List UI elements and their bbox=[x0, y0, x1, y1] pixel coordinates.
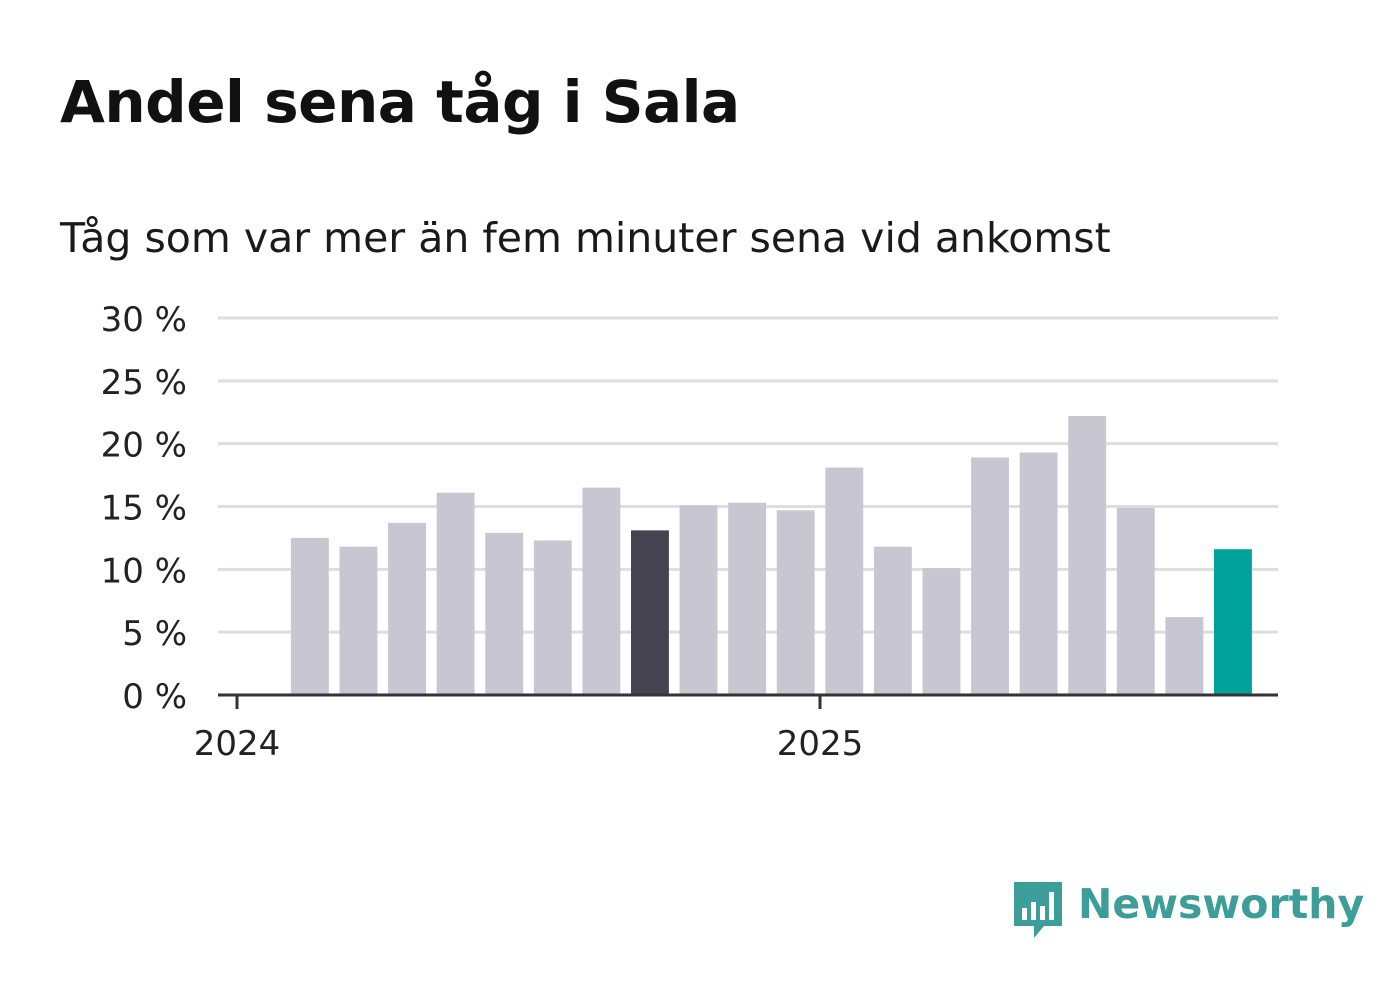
x-axis-labels: 2024 2025 bbox=[194, 724, 864, 764]
bar bbox=[728, 502, 767, 695]
bar bbox=[873, 546, 912, 695]
y-tick-label: 0 % bbox=[122, 677, 187, 717]
bar bbox=[1068, 416, 1107, 695]
bars bbox=[290, 416, 1252, 695]
y-tick-label: 5 % bbox=[122, 614, 187, 654]
bar bbox=[679, 505, 718, 695]
bar bbox=[922, 568, 961, 695]
y-tick-label: 15 % bbox=[101, 489, 187, 529]
bar bbox=[1019, 452, 1058, 695]
x-tick-label: 2024 bbox=[194, 724, 281, 764]
y-tick-label: 25 % bbox=[101, 363, 187, 403]
bar bbox=[339, 546, 378, 695]
x-tick-label: 2025 bbox=[777, 724, 864, 764]
chart-title: Andel sena tåg i Sala bbox=[60, 68, 740, 136]
bar bbox=[971, 457, 1009, 695]
bar bbox=[436, 492, 475, 695]
bar bbox=[776, 510, 815, 695]
bar bbox=[485, 532, 524, 695]
newsworthy-logo-icon bbox=[1014, 882, 1062, 938]
bar bbox=[582, 487, 621, 695]
bar bbox=[290, 537, 329, 695]
x-axis bbox=[218, 693, 1278, 709]
bar bbox=[1116, 507, 1155, 695]
bar bbox=[825, 467, 864, 695]
brand-name: Newsworthy bbox=[1078, 880, 1365, 928]
bar bbox=[388, 522, 426, 695]
bar bbox=[1214, 549, 1252, 695]
bar bbox=[1165, 617, 1204, 695]
bar bbox=[631, 530, 669, 695]
bar bbox=[533, 540, 572, 695]
chart-subtitle: Tåg som var mer än fem minuter sena vid … bbox=[60, 214, 1111, 262]
y-tick-label: 10 % bbox=[101, 551, 187, 591]
y-tick-label: 30 % bbox=[101, 300, 187, 340]
newsworthy-logo: Newsworthy bbox=[1010, 878, 1364, 942]
y-tick-label: 20 % bbox=[101, 426, 187, 466]
y-axis-labels: 0 % 5 % 10 % 15 % 20 % 25 % 30 % bbox=[101, 300, 187, 717]
